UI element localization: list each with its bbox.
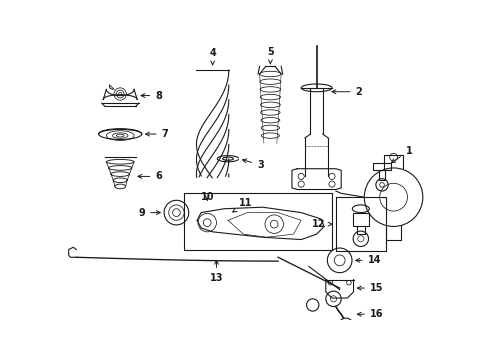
Text: 7: 7 — [146, 129, 168, 139]
Text: 9: 9 — [138, 208, 160, 217]
Bar — [353, 213, 368, 226]
Text: 1: 1 — [392, 146, 413, 163]
Text: 3: 3 — [243, 159, 264, 170]
Text: 11: 11 — [233, 198, 252, 212]
Text: 4: 4 — [209, 48, 216, 65]
Text: 14: 14 — [356, 255, 381, 265]
Text: 2: 2 — [332, 87, 362, 97]
Text: 13: 13 — [210, 260, 223, 283]
Text: 8: 8 — [141, 91, 162, 100]
Text: 15: 15 — [357, 283, 383, 293]
Text: 6: 6 — [138, 171, 162, 181]
Text: 16: 16 — [357, 309, 383, 319]
Text: 5: 5 — [267, 48, 274, 64]
Text: 12: 12 — [312, 219, 332, 229]
Text: 10: 10 — [200, 192, 214, 202]
